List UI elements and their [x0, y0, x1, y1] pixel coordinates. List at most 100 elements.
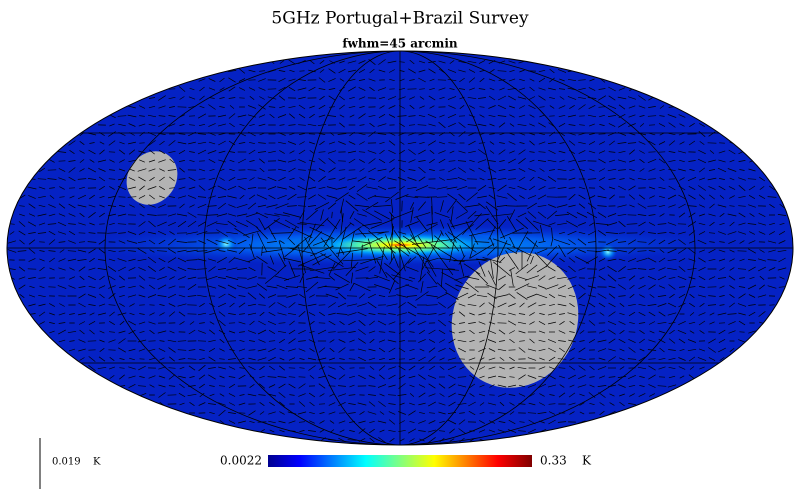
- polarization-vector: [457, 384, 467, 388]
- polarization-vector: [279, 150, 285, 154]
- polarization-vector: [418, 392, 426, 398]
- polarization-vector: [247, 393, 257, 397]
- polarization-vector: [719, 222, 725, 226]
- polarization-vector: [749, 231, 755, 235]
- polarization-vector: [719, 241, 725, 243]
- polarization-vector: [637, 177, 647, 181]
- polarization-vector: [508, 105, 516, 109]
- polarization-vector: [448, 383, 456, 389]
- polarization-vector: [198, 185, 206, 191]
- polarization-vector: [547, 176, 557, 182]
- polarization-vector: [657, 275, 667, 281]
- polarization-vector: [49, 330, 55, 334]
- polarization-vector: [177, 340, 187, 342]
- polarization-vector: [349, 96, 355, 100]
- polarization-vector: [508, 186, 516, 190]
- polarization-vector: [538, 348, 546, 352]
- polarization-vector: [88, 285, 96, 289]
- polarization-vector: [147, 294, 157, 298]
- polarization-vector: [639, 158, 645, 164]
- polarization-vector: [537, 194, 547, 200]
- polarization-vector: [328, 158, 336, 164]
- polarization-vector: [239, 394, 245, 396]
- polarization-vector: [159, 267, 165, 271]
- polarization-vector: [409, 402, 415, 406]
- polarization-vector: [368, 394, 376, 396]
- polarization-vector: [628, 123, 636, 127]
- polarization-vector: [548, 366, 556, 370]
- polarization-vector: [468, 410, 476, 416]
- polarization-vector: [758, 194, 766, 200]
- polarization-vector: [228, 383, 236, 389]
- polarization-vector: [477, 195, 487, 199]
- polarization-vector: [408, 410, 416, 416]
- polarization-vector: [728, 302, 736, 308]
- polarization-vector: [389, 69, 395, 73]
- polarization-vector: [273, 219, 291, 229]
- polarization-vector: [508, 419, 516, 425]
- polarization-vector: [118, 250, 126, 252]
- polarization-vector: [69, 150, 75, 154]
- polarization-vector: [256, 256, 268, 264]
- polarization-vector: [449, 330, 455, 334]
- polarization-vector: [157, 276, 167, 280]
- polarization-vector: [438, 158, 446, 164]
- polarization-vector: [388, 313, 396, 315]
- polarization-vector: [388, 374, 396, 380]
- polarization-vector: [418, 69, 426, 73]
- polarization-vector: [689, 330, 695, 334]
- polarization-vector: [428, 123, 436, 127]
- polarization-vector: [588, 104, 596, 110]
- polarization-vector: [309, 330, 315, 334]
- polarization-vector: [68, 176, 76, 182]
- polarization-vector: [377, 133, 387, 135]
- polarization-vector: [118, 149, 126, 155]
- polarization-vector: [559, 96, 565, 100]
- polarization-vector: [618, 104, 626, 110]
- polarization-vector: [29, 285, 35, 289]
- polarization-vector: [648, 232, 656, 234]
- polarization-vector: [419, 366, 425, 370]
- polarization-vector: [488, 78, 496, 82]
- polarization-vector: [77, 249, 87, 253]
- polarization-vector: [419, 411, 425, 415]
- polarization-vector: [568, 159, 576, 163]
- polarization-vector: [127, 294, 137, 298]
- polarization-vector: [667, 258, 677, 262]
- polarization-vector: [777, 249, 787, 253]
- polarization-vector: [288, 329, 296, 335]
- polarization-vector: [589, 402, 595, 406]
- polarization-vector: [397, 312, 407, 316]
- polarization-vector: [478, 366, 486, 370]
- polarization-vector: [538, 95, 546, 101]
- polarization-vector: [538, 141, 546, 145]
- polarization-vector: [358, 338, 366, 344]
- polarization-vector: [498, 169, 506, 171]
- polarization-vector: [288, 348, 296, 352]
- polarization-vector: [168, 385, 176, 387]
- polarization-vector: [509, 123, 515, 127]
- polarization-vector: [639, 385, 645, 387]
- polarization-vector: [779, 203, 785, 209]
- polarization-vector: [374, 210, 390, 220]
- polarization-vector: [659, 177, 665, 181]
- polarization-vector: [257, 204, 267, 208]
- polarization-vector: [589, 123, 595, 127]
- polarization-vector: [727, 213, 737, 217]
- polarization-vector: [395, 194, 409, 200]
- polarization-vector: [529, 176, 535, 182]
- polarization-vector: [618, 220, 626, 228]
- polarization-vector: [538, 320, 546, 326]
- polarization-vector: [548, 87, 556, 91]
- polarization-vector: [269, 429, 275, 433]
- polarization-vector: [227, 70, 237, 72]
- polarization-vector: [598, 95, 606, 101]
- polarization-vector: [551, 227, 553, 239]
- polarization-vector: [376, 260, 388, 278]
- polarization-vector: [148, 159, 156, 163]
- polarization-vector: [778, 257, 786, 263]
- polarization-vector: [648, 178, 656, 180]
- polarization-vector: [208, 403, 216, 405]
- polarization-vector: [148, 140, 156, 146]
- polarization-vector: [199, 392, 205, 398]
